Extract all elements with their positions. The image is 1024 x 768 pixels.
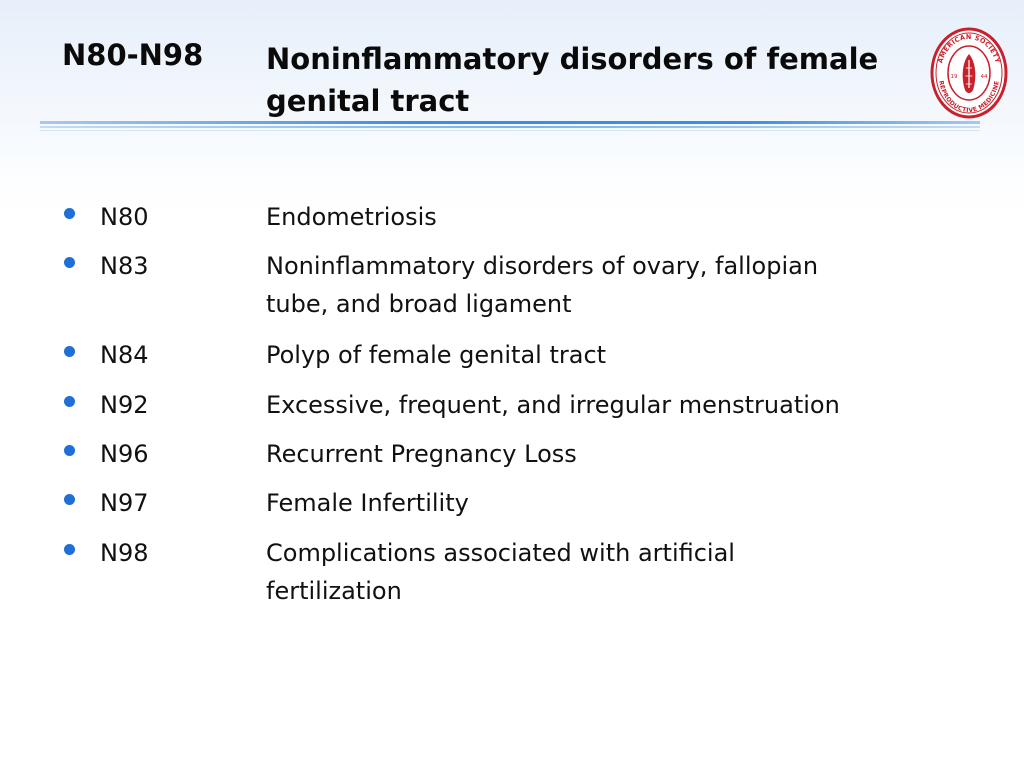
item-code: N96	[100, 440, 149, 468]
item-description-line: Polyp of female genital tract	[266, 341, 607, 369]
logo-year-right: 44	[981, 74, 988, 80]
item-description: Excessive, frequent, and irregular menst…	[266, 386, 966, 424]
item-code: N97	[100, 489, 149, 517]
bullet-icon	[64, 544, 75, 555]
item-description: Female Infertility	[266, 484, 966, 522]
item-code: N92	[100, 391, 149, 419]
logo-year-left: 19	[951, 74, 958, 80]
item-description-line: Female Infertility	[266, 489, 469, 517]
bullet-icon	[64, 494, 75, 505]
item-description-line: Complications associated with artificial	[266, 539, 735, 567]
title-divider-secondary	[40, 126, 980, 128]
item-description-line: Noninflammatory disorders of ovary, fall…	[266, 252, 819, 280]
bullet-icon	[64, 396, 75, 407]
item-description-line: Excessive, frequent, and irregular menst…	[266, 391, 840, 419]
item-description: Noninflammatory disorders of ovary, fall…	[266, 247, 966, 323]
bullet-icon	[64, 445, 75, 456]
slide-title-line-2: genital tract	[266, 84, 470, 118]
item-description-line: Recurrent Pregnancy Loss	[266, 440, 577, 468]
slide-title: Noninflammatory disorders of female geni…	[266, 38, 916, 122]
title-divider-tertiary	[40, 130, 980, 131]
item-description-line: fertilization	[266, 577, 402, 605]
bullet-icon	[64, 208, 75, 219]
item-code: N80	[100, 203, 149, 231]
item-code: N84	[100, 341, 149, 369]
asrm-seal-icon: AMERICAN SOCIETY REPRODUCTIVE MEDICINE 1…	[930, 27, 1008, 119]
slide-title-line-1: Noninflammatory disorders of female	[266, 42, 879, 76]
bullet-icon	[64, 257, 75, 268]
item-code: N98	[100, 539, 149, 567]
item-description: Endometriosis	[266, 198, 966, 236]
item-description: Recurrent Pregnancy Loss	[266, 435, 966, 473]
title-divider	[40, 121, 980, 124]
item-code: N83	[100, 252, 149, 280]
item-description: Polyp of female genital tract	[266, 336, 966, 374]
item-description: Complications associated with artificial…	[266, 534, 966, 610]
item-description-line: tube, and broad ligament	[266, 290, 572, 318]
item-description-line: Endometriosis	[266, 203, 437, 231]
bullet-icon	[64, 346, 75, 357]
title-code: N80-N98	[62, 38, 204, 72]
